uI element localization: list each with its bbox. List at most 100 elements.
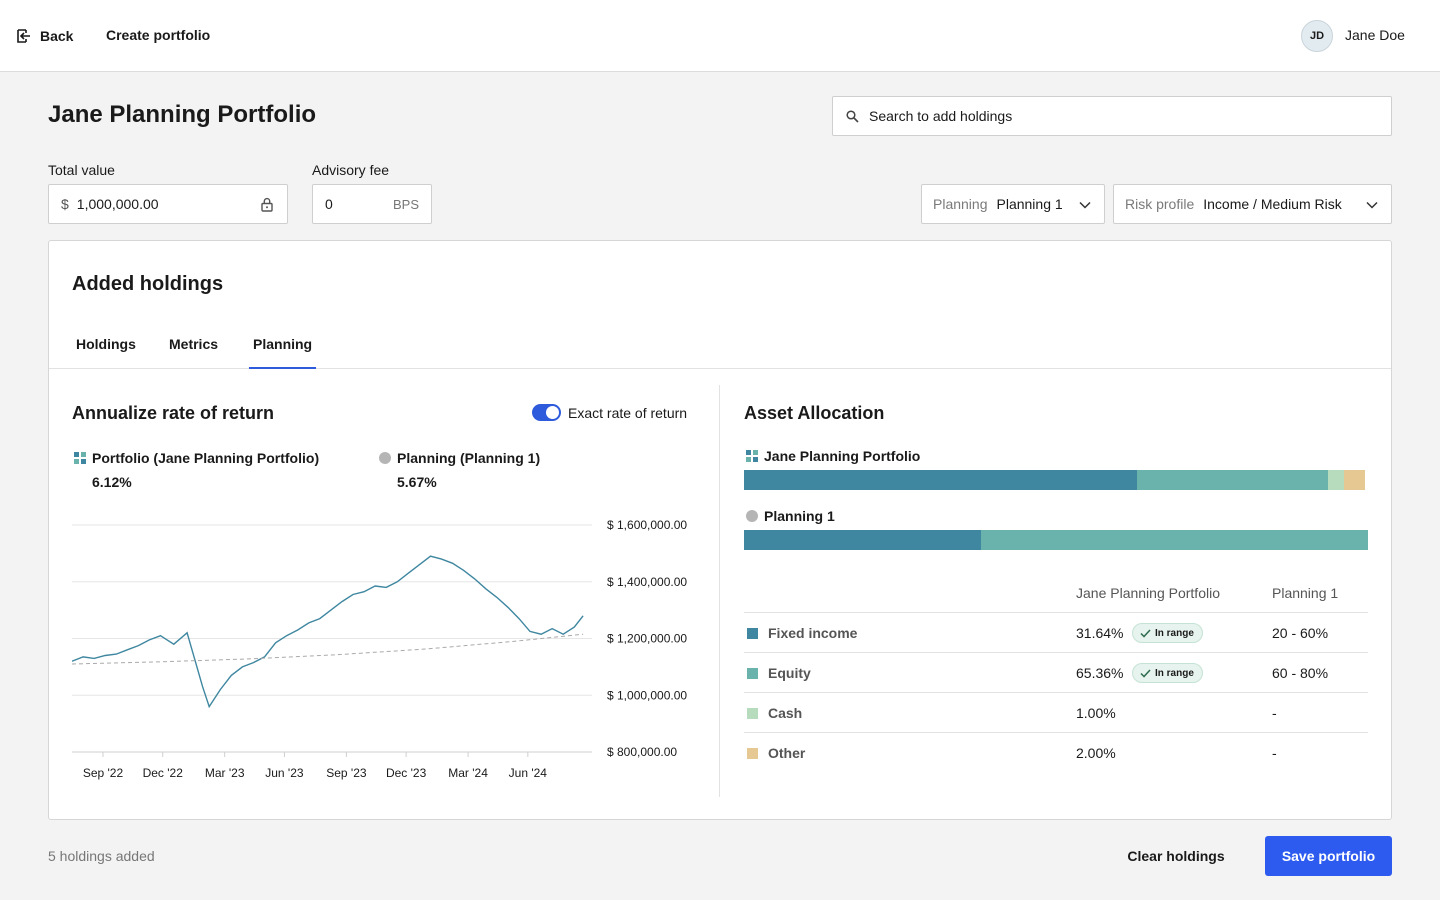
x-tick-label: Jun '23 [265, 766, 304, 780]
portfolio-grid-icon [74, 452, 86, 464]
allocation-table: Jane Planning Portfolio Planning 1 Fixed… [744, 573, 1368, 773]
clear-holdings-button[interactable]: Clear holdings [1111, 836, 1241, 876]
row-name: Cash [768, 705, 803, 721]
holdings-count: 5 holdings added [48, 848, 155, 864]
x-tick-label: Sep '22 [83, 766, 124, 780]
alloc-planning-name: Planning 1 [764, 508, 835, 524]
currency-symbol: $ [61, 196, 69, 212]
alloc-segment-equity [1137, 470, 1329, 490]
risk-profile-value: Income / Medium Risk [1203, 196, 1342, 212]
swatch-3 [747, 748, 758, 759]
top-bar: Back Create portfolio JD Jane Doe [0, 0, 1440, 72]
section-divider [719, 385, 720, 797]
table-row: Other 2.00% - [744, 733, 1368, 773]
total-value: 1,000,000.00 [76, 196, 159, 212]
row-range: 20 - 60% [1272, 625, 1329, 641]
chevron-down-icon [1366, 201, 1378, 209]
planning-dot-icon [379, 452, 391, 464]
row-range: - [1272, 745, 1277, 761]
swatch-1 [747, 668, 758, 679]
legend-planning-value: 5.67% [397, 474, 437, 490]
save-portfolio-button[interactable]: Save portfolio [1265, 836, 1392, 876]
table-row: Cash 1.00% - [744, 693, 1368, 733]
x-tick-label: Dec '22 [143, 766, 184, 780]
back-arrow-icon [17, 29, 30, 43]
row-range: 60 - 80% [1272, 665, 1329, 681]
legend-portfolio: Portfolio (Jane Planning Portfolio) [74, 450, 319, 466]
top-title: Create portfolio [106, 27, 211, 43]
series-line-planning [72, 633, 584, 665]
lock-icon [261, 197, 273, 212]
alloc-segment-fixed-income [744, 530, 982, 550]
check-icon [1140, 668, 1151, 678]
planning-select-value: Planning 1 [996, 196, 1063, 212]
series-line-portfolio [72, 555, 584, 709]
legend-portfolio-name: Portfolio (Jane Planning Portfolio) [92, 450, 320, 466]
search-icon [846, 109, 859, 123]
added-holdings-card: Added holdings Holdings Metrics Planning… [48, 240, 1392, 820]
alloc-planning-label: Planning 1 [746, 508, 835, 524]
legend-portfolio-value: 6.12% [92, 474, 132, 490]
y-tick-label: $ 1,200,000.00 [607, 632, 687, 646]
check-icon [1140, 628, 1151, 638]
alloc-bar-planning [744, 530, 1368, 550]
x-tick-label: Mar '24 [448, 766, 488, 780]
row-name: Equity [768, 665, 811, 681]
y-tick-label: $ 800,000.00 [607, 745, 677, 759]
search-input[interactable] [869, 108, 1349, 124]
y-tick-label: $ 1,600,000.00 [607, 518, 687, 532]
x-tick-label: Mar '23 [205, 766, 245, 780]
return-line-chart: $ 1,600,000.00 $ 1,400,000.00 $ 1,200,000.… [72, 518, 687, 780]
x-tick-label: Dec '23 [386, 766, 427, 780]
user-name[interactable]: Jane Doe [1345, 27, 1405, 43]
advisory-fee-unit: BPS [392, 196, 419, 212]
planning-select[interactable]: Planning Planning 1 [921, 184, 1105, 224]
avatar[interactable]: JD [1301, 20, 1333, 52]
alloc-segment-other [1344, 470, 1366, 490]
row-value: 2.00% [1076, 745, 1116, 761]
tab-planning[interactable]: Planning [249, 336, 317, 369]
advisory-fee-label: Advisory fee [312, 162, 390, 178]
row-value: 65.36% [1076, 665, 1124, 681]
header-portfolio: Jane Planning Portfolio [1076, 585, 1220, 601]
swatch-2 [747, 708, 758, 719]
back-button[interactable]: Back [17, 24, 73, 48]
tab-metrics[interactable]: Metrics [169, 336, 219, 352]
risk-profile-select[interactable]: Risk profile Income / Medium Risk [1113, 184, 1392, 224]
in-range-badge: In range [1132, 663, 1203, 683]
planning-select-label: Planning [933, 196, 988, 212]
tab-holdings[interactable]: Holdings [76, 336, 136, 352]
swatch-0 [747, 628, 758, 639]
total-value-field[interactable]: $ 1,000,000.00 [48, 184, 288, 224]
badge-label: In range [1155, 627, 1194, 639]
legend-planning-name: Planning (Planning 1) [397, 450, 541, 466]
search-box[interactable] [832, 96, 1392, 136]
returns-title: Annualize rate of return [72, 403, 275, 423]
table-row: Equity 65.36% In range 60 - 80% [744, 653, 1368, 693]
in-range-badge: In range [1132, 623, 1203, 643]
table-header: Jane Planning Portfolio Planning 1 [744, 573, 1368, 613]
allocation-title: Asset Allocation [744, 403, 885, 423]
row-name: Fixed income [768, 625, 858, 641]
portfolio-grid-icon [746, 450, 758, 462]
alloc-portfolio-name: Jane Planning Portfolio [764, 448, 921, 464]
row-value: 31.64% [1076, 625, 1124, 641]
advisory-fee-value: 0 [325, 196, 333, 212]
total-value-label: Total value [48, 162, 115, 178]
card-title: Added holdings [72, 273, 224, 295]
back-label: Back [40, 28, 74, 44]
advisory-fee-field[interactable]: 0 BPS [312, 184, 432, 224]
planning-dot-icon [746, 510, 758, 522]
header-planning: Planning 1 [1272, 585, 1339, 601]
page-title: Jane Planning Portfolio [48, 101, 317, 128]
alloc-bar-portfolio [744, 470, 1368, 490]
chevron-down-icon [1079, 201, 1091, 209]
exact-return-toggle[interactable] [532, 404, 561, 421]
row-name: Other [768, 745, 806, 761]
risk-profile-label: Risk profile [1125, 196, 1195, 212]
y-tick-label: $ 1,000,000.00 [607, 688, 687, 702]
alloc-portfolio-label: Jane Planning Portfolio [746, 448, 920, 464]
row-value: 1.00% [1076, 705, 1116, 721]
x-tick-label: Sep '23 [326, 766, 367, 780]
alloc-segment-cash [1328, 470, 1345, 490]
